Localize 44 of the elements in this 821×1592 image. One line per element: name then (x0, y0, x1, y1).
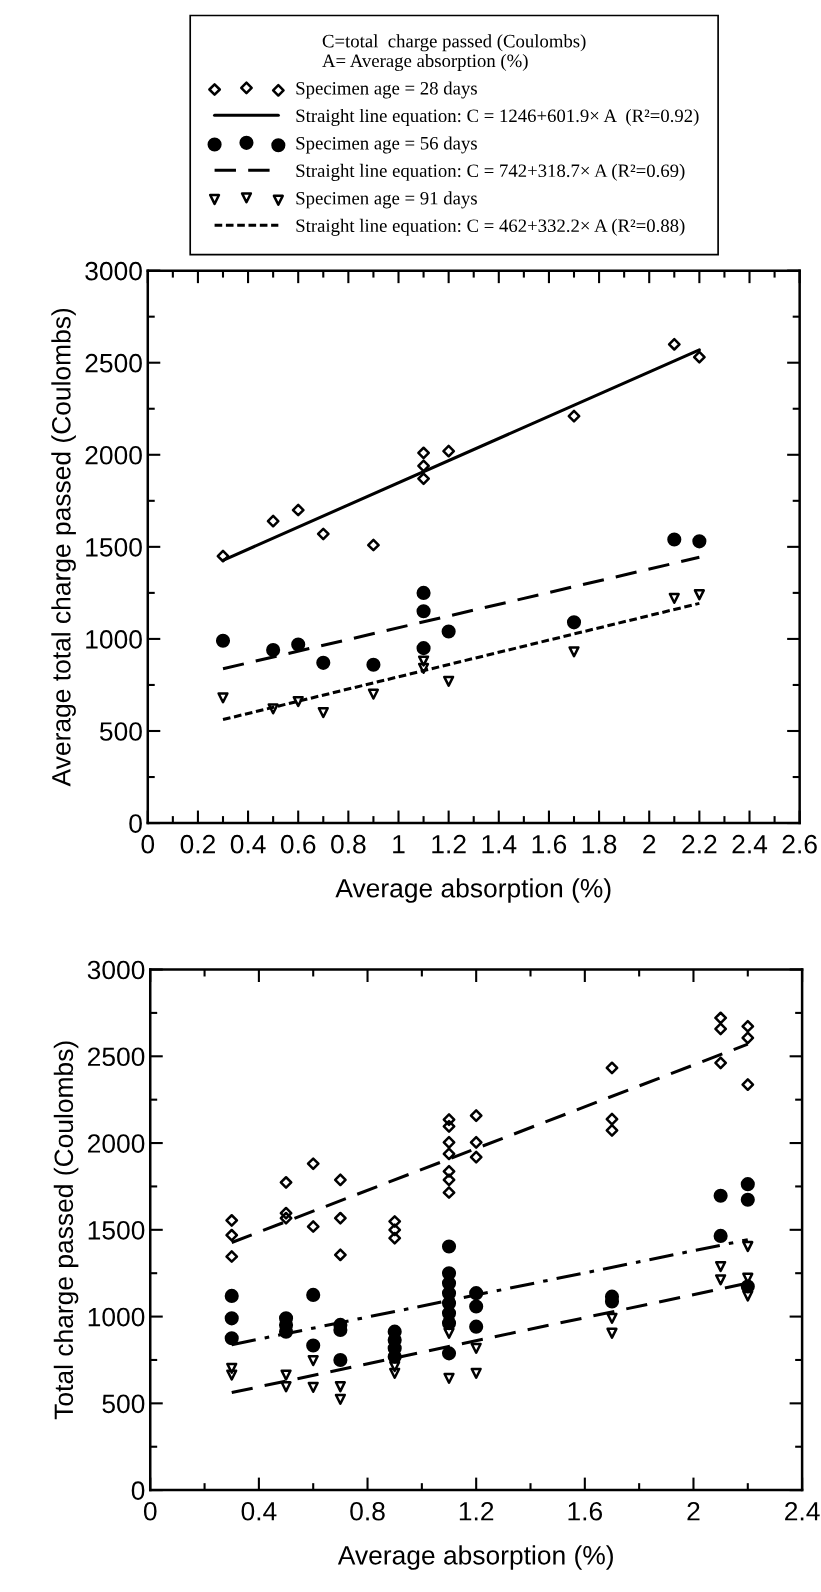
x-tick-label: 0.8 (350, 1501, 385, 1521)
x-tick-label: 0.4 (230, 834, 266, 854)
y-tick-label: 2000 (85, 445, 142, 465)
y-tick-label: 2000 (88, 1134, 145, 1153)
x-tick-label: 2.4 (732, 834, 768, 854)
x-tick-label: 2 (687, 1501, 700, 1521)
legend-label: Straight line equation: C = 462+332.2× A (R²=0.88) (296, 218, 685, 236)
legend-title: C=total charge passed (Coulombs) A= Average absorption (%) (322, 34, 586, 71)
y-tick-label: 0 (131, 1481, 145, 1500)
y-tick-label: 1500 (88, 1220, 145, 1240)
y-tick-label: 1500 (86, 537, 142, 557)
y-tick-label: 1000 (88, 1307, 145, 1327)
x-tick-label: 2.4 (785, 1501, 820, 1521)
y-tick-label: 3000 (87, 960, 145, 980)
x-tick-label: 2 (643, 834, 656, 854)
y-tick-label: 2500 (85, 353, 142, 373)
x-tick-label: 1.6 (568, 1501, 603, 1521)
x-tick-label: 0.2 (180, 834, 215, 854)
y-axis-title: Total charge passed (Coulombs) (53, 1041, 79, 1420)
x-tick-label: 1.8 (582, 834, 617, 854)
x-tick-label: 1.6 (532, 834, 567, 854)
y-tick-label: 3000 (85, 261, 142, 281)
legend-label: Straight line equation: C = 1246+601.9× A (R²=0.92) (296, 108, 699, 126)
x-tick-label: 2.2 (682, 834, 717, 854)
legend-label: Specimen age = 56 days (296, 136, 477, 154)
x-axis-title: Average absorption (%) (337, 1545, 613, 1570)
x-axis-title: Average absorption (%) (335, 878, 611, 903)
x-tick-label: 0.6 (280, 834, 316, 854)
y-tick-label: 0 (129, 814, 142, 833)
legend-label: Specimen age = 91 days (296, 191, 477, 209)
x-tick-label: 1 (393, 835, 405, 854)
legend-label: Straight line equation: C = 742+318.7× A (R²=0.69) (296, 163, 685, 181)
y-tick-label: 500 (102, 1394, 145, 1414)
x-tick-label: 1.4 (482, 835, 517, 854)
y-tick-label: 500 (99, 722, 142, 741)
x-tick-label: 1.2 (432, 834, 466, 854)
x-tick-label: 2.6 (782, 834, 817, 854)
x-tick-label: 0.4 (241, 1501, 277, 1521)
legend-label: Specimen age = 28 days (296, 81, 477, 99)
x-tick-label: 1.2 (459, 1501, 494, 1521)
y-tick-label: 1000 (86, 630, 142, 649)
y-axis-title: Average total charge passed (Coulombs) (51, 308, 76, 787)
y-tick-label: 2500 (88, 1047, 145, 1067)
x-tick-label: 0.8 (331, 834, 366, 854)
